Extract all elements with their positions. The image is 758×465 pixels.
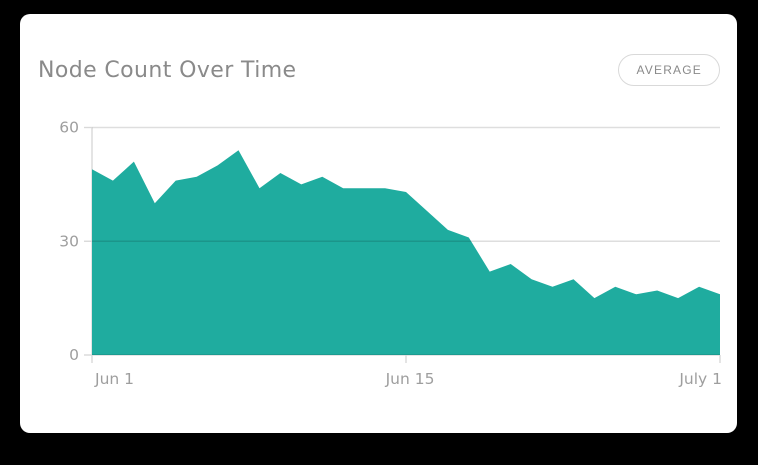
page-title: Node Count Over Time [38,57,297,83]
y-tick-label: 60 [59,119,79,137]
node-count-area-series [92,150,720,355]
x-tick-label: Jun 15 [385,370,435,388]
x-tick-label: July 1 [678,370,722,388]
y-tick-label: 0 [69,346,79,364]
node-count-chart: 0 30 60 Jun 1 Jun 15 July 1 [59,119,722,389]
y-tick-label: 30 [59,232,79,250]
x-tick-label: Jun 1 [94,370,134,388]
card-header: Node Count Over Time AVERAGE [38,54,720,86]
chart-card: Node Count Over Time AVERAGE 0 30 60 Jun 1 J… [20,14,737,433]
average-toggle-button[interactable]: AVERAGE [618,54,720,86]
